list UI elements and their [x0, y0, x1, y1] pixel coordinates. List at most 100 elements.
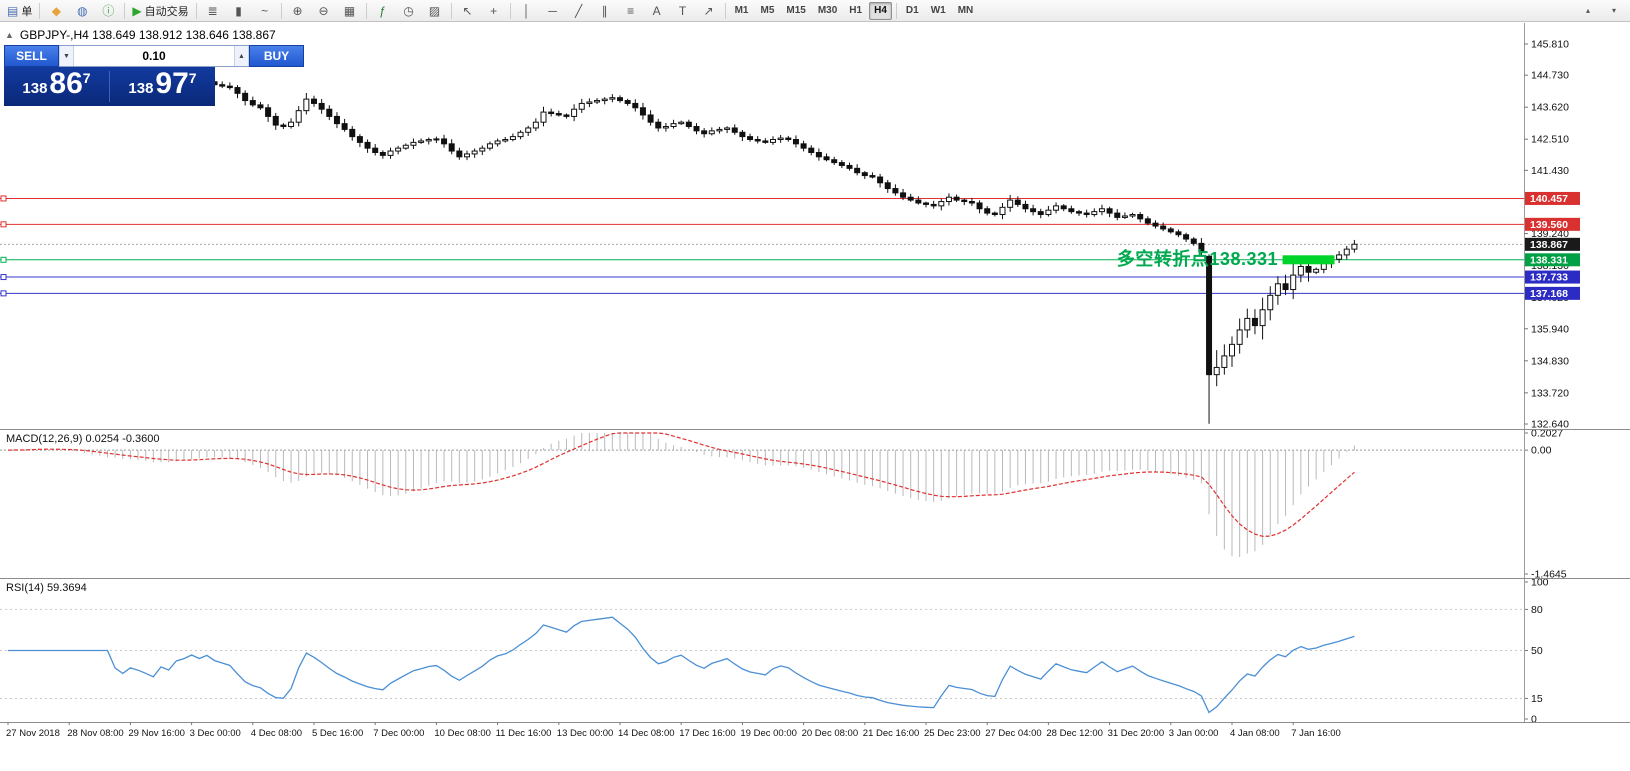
candle	[1167, 226, 1174, 234]
resistance-line-2-handle[interactable]	[0, 221, 7, 228]
candle	[578, 98, 585, 113]
trendline-button[interactable]: ╱	[566, 1, 592, 21]
bid-pipette: 7	[82, 70, 91, 86]
time-axis: 27 Nov 2018 28 Nov 08:00 29 Nov 16:00 3 Dec…	[6, 722, 1341, 739]
community-button[interactable]: ⓘ	[95, 1, 121, 21]
cursor-button[interactable]: ↖	[455, 1, 481, 21]
vertical-line-button[interactable]: │	[514, 1, 540, 21]
mql5-market-button[interactable]: ◆	[43, 1, 69, 21]
bid-price-display[interactable]: 138 86 7	[4, 69, 109, 101]
candle	[1144, 216, 1151, 226]
fibonacci-button[interactable]: ≡	[618, 1, 644, 21]
candle	[900, 188, 907, 201]
pivot-line-handle[interactable]	[0, 256, 7, 263]
candle	[303, 92, 310, 115]
profile-button[interactable]: ◍	[69, 1, 95, 21]
support-line-1-handle[interactable]	[0, 274, 7, 281]
candle	[1106, 206, 1113, 218]
timeframe-m30-button[interactable]: M30	[817, 5, 838, 16]
zoom-out-icon: ⊖	[318, 3, 329, 18]
templates-button[interactable]: ▨	[422, 1, 448, 21]
candle	[1068, 205, 1075, 214]
candle	[785, 135, 792, 142]
label-button[interactable]: T	[670, 1, 696, 21]
candle	[1083, 209, 1090, 218]
price-tag	[1525, 237, 1580, 251]
candle	[838, 160, 845, 169]
volume-up-button[interactable]: ▲	[234, 46, 249, 66]
horizontal-line-icon: ─	[548, 3, 557, 18]
candle	[226, 82, 233, 90]
support-line-2-handle[interactable]	[0, 290, 7, 297]
autotrading-button[interactable]: ▶ 自动交易	[128, 1, 192, 21]
zoom-in-icon: ⊕	[292, 3, 303, 18]
toolbar-scroll-up-button[interactable]: ▴	[1585, 6, 1590, 15]
candle	[471, 148, 478, 158]
pivot-annotation-text[interactable]: 多空转折点138.331	[1116, 249, 1278, 269]
timeframe-h1-button[interactable]: H1	[849, 5, 863, 16]
candle	[502, 137, 509, 143]
sell-button[interactable]: SELL	[4, 45, 59, 67]
timeframe-mn-button[interactable]: MN	[957, 5, 974, 16]
timeframe-h4-button[interactable]: H4	[869, 1, 892, 20]
axis-label: 134.830	[1531, 355, 1569, 367]
resistance-line-1-handle[interactable]	[0, 195, 7, 202]
candle	[685, 119, 692, 129]
horizontal-line-button[interactable]: ─	[540, 1, 566, 21]
axis-label: 145.810	[1531, 39, 1569, 51]
collapse-panel-icon[interactable]: ▲	[5, 30, 14, 40]
candle	[831, 156, 838, 165]
candlestick-chart-button[interactable]: ▮	[226, 1, 252, 21]
ask-price-display[interactable]: 138 97 7	[110, 69, 215, 101]
candle	[693, 123, 700, 135]
candle	[448, 139, 455, 155]
new-order-icon: ▤	[7, 3, 19, 18]
timeframe-w1-button[interactable]: W1	[930, 5, 946, 16]
bar-chart-button[interactable]: ≣	[200, 1, 226, 21]
toolbar-scroll-down-button[interactable]: ▾	[1611, 6, 1616, 15]
timeframe-m5-button[interactable]: M5	[760, 5, 775, 16]
time-label: 4 Dec 08:00	[251, 728, 302, 739]
candle	[1045, 206, 1052, 217]
time-label: 28 Nov 08:00	[67, 728, 124, 739]
price-tag-label: 137.733	[1530, 272, 1568, 284]
timeframe-m1-button[interactable]: M1	[734, 5, 749, 16]
indicators-button[interactable]: ƒ	[370, 1, 396, 21]
candle	[555, 110, 562, 117]
chart-header: ▲ GBPJPY-,H4 138.649 138.912 138.646 138…	[5, 28, 276, 42]
fibonacci-icon: ≡	[627, 3, 635, 18]
candle	[486, 141, 493, 151]
candle	[402, 143, 409, 150]
text-button[interactable]: A	[644, 1, 670, 21]
candle	[456, 147, 463, 160]
candle	[372, 144, 379, 156]
periods-button[interactable]: ◷	[396, 1, 422, 21]
candle	[1129, 212, 1136, 218]
time-label: 29 Nov 16:00	[128, 728, 185, 739]
arrows-button[interactable]: ↗	[696, 1, 722, 21]
toolbar-separator	[280, 2, 282, 19]
ask-big-figure: 138	[128, 80, 154, 97]
tile-windows-button[interactable]: ▦	[337, 1, 363, 21]
candlestick-chart-icon: ▮	[235, 3, 242, 18]
candle	[617, 95, 623, 103]
candle	[1244, 308, 1251, 338]
zoom-in-button[interactable]: ⊕	[285, 1, 311, 21]
timeframe-d1-button[interactable]: D1	[905, 5, 919, 16]
volume-down-button[interactable]: ▼	[59, 46, 74, 66]
candle	[724, 126, 731, 134]
price-tag	[1525, 191, 1580, 205]
pivot-green-segment[interactable]	[1282, 255, 1335, 265]
new-order-button[interactable]: ▤ 单	[3, 1, 36, 21]
crosshair-button[interactable]: +	[481, 1, 507, 21]
volume-input[interactable]	[74, 46, 234, 66]
channel-button[interactable]: ∥	[592, 1, 618, 21]
macd-axis-label: 0.2027	[1531, 428, 1563, 440]
mql5-market-icon: ◆	[51, 3, 61, 18]
line-chart-button[interactable]: ~	[252, 1, 278, 21]
macd-signal-line	[7, 432, 1355, 537]
timeframe-m15-button[interactable]: M15	[786, 5, 806, 16]
buy-button[interactable]: BUY	[249, 45, 304, 67]
zoom-out-button[interactable]: ⊖	[311, 1, 337, 21]
